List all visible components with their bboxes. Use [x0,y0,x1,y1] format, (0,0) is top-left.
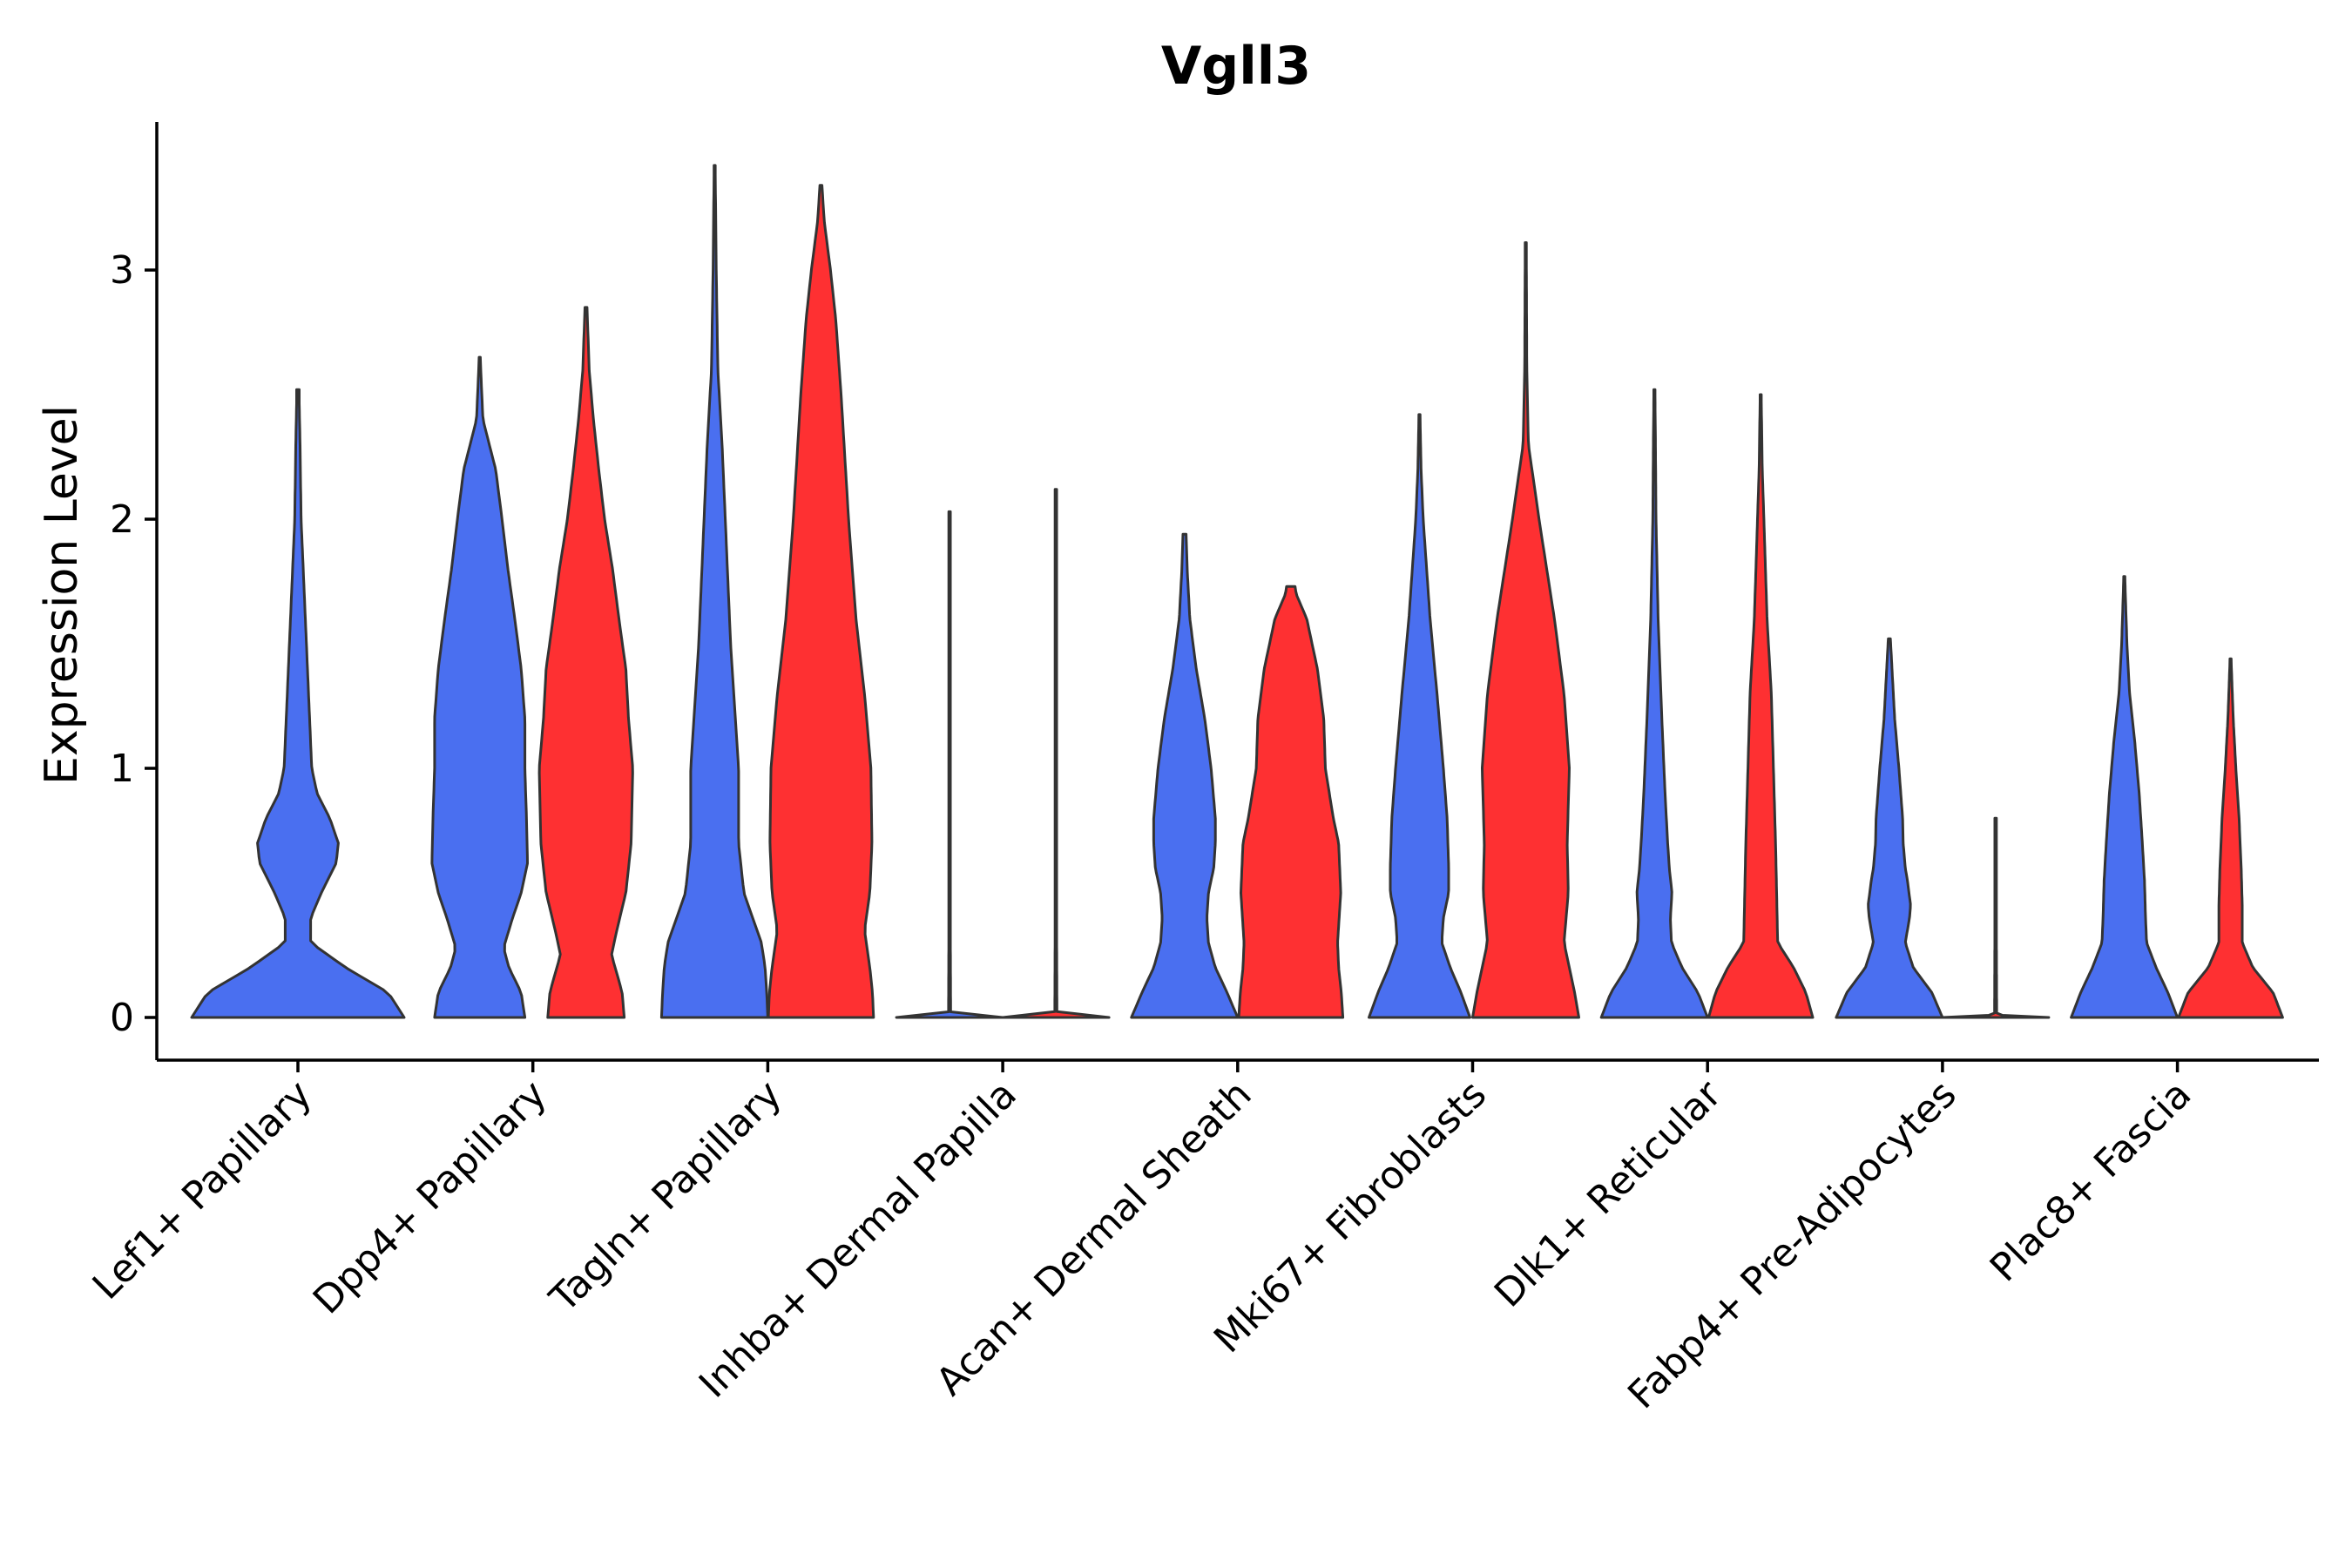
violin-acan-dermal-sheath-red [1237,585,1345,1019]
x-tick-label: Dpp4+ Papillary [305,1072,556,1323]
x-tick-label: Mki67+ Fibroblasts [1206,1072,1495,1362]
violins-group [190,164,2284,1019]
y-axis-label: Expression Level [36,405,88,785]
violin-mki67-fibroblasts-blue [1368,413,1471,1019]
y-tick-label: 1 [110,747,134,791]
violin-lef1-papillary-blue [190,388,406,1019]
violin-tagln-papillary-blue [659,164,769,1019]
violin-fabp4-pre-adipocytes-blue [1835,637,1944,1019]
violin-dlk1-reticular-blue [1599,388,1709,1019]
violin-dpp4-papillary-red [537,306,634,1019]
violin-dlk1-reticular-red [1707,393,1815,1019]
violin-tagln-papillary-red [767,184,875,1019]
violin-plac8-fascia-red [2177,657,2284,1019]
x-tick-label: Lef1+ Papillary [84,1072,321,1308]
y-tick-label: 3 [110,248,134,293]
violin-plac8-fascia-blue [2070,575,2180,1019]
violin-dpp4-papillary-blue [430,355,529,1019]
x-tick-label: Tagln+ Papillary [541,1072,790,1321]
violin-inhba-dermal-papilla-red [1001,488,1111,1019]
violin-acan-dermal-sheath-blue [1130,532,1240,1019]
x-tick-label: Dlk1+ Reticular [1486,1071,1731,1316]
chart-title: Vgll3 [1161,36,1311,97]
y-tick-label: 2 [110,497,134,542]
violin-inhba-dermal-papilla-blue [895,510,1004,1019]
y-tick-label: 0 [110,996,134,1040]
violin-mki67-fibroblasts-red [1471,241,1580,1019]
violin-fabp4-pre-adipocytes-red [1941,816,2051,1019]
x-tick-label: Plac8+ Fascia [1982,1072,2200,1291]
